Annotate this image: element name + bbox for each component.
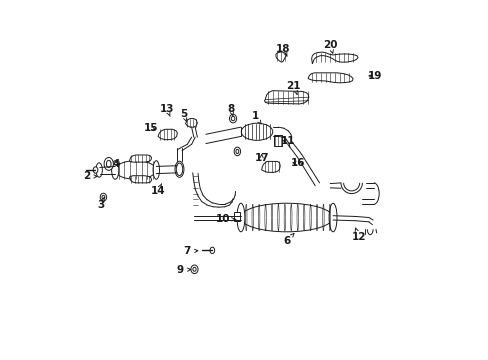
Polygon shape (307, 73, 352, 83)
Ellipse shape (210, 247, 214, 253)
Ellipse shape (235, 149, 238, 154)
Bar (233, 212, 240, 221)
Text: 14: 14 (150, 184, 165, 197)
Ellipse shape (328, 203, 336, 232)
Ellipse shape (93, 167, 98, 173)
Text: 3: 3 (97, 197, 104, 210)
Bar (273, 135, 281, 146)
Text: 4: 4 (113, 159, 120, 169)
Ellipse shape (153, 161, 159, 179)
Text: 2: 2 (83, 171, 97, 181)
Ellipse shape (229, 114, 236, 123)
Ellipse shape (192, 267, 196, 271)
Ellipse shape (106, 160, 111, 167)
Polygon shape (129, 155, 151, 162)
Text: 10: 10 (215, 214, 235, 224)
Ellipse shape (231, 116, 234, 121)
Ellipse shape (96, 163, 102, 177)
Ellipse shape (241, 123, 272, 140)
Ellipse shape (190, 265, 198, 274)
Ellipse shape (240, 203, 332, 232)
Ellipse shape (102, 195, 104, 199)
Ellipse shape (100, 193, 106, 201)
Text: 7: 7 (183, 247, 198, 256)
Ellipse shape (111, 161, 119, 179)
Text: 20: 20 (322, 40, 337, 53)
Ellipse shape (104, 157, 113, 170)
Text: 5: 5 (180, 109, 187, 122)
Text: 15: 15 (143, 123, 158, 133)
Text: 17: 17 (254, 153, 268, 163)
Text: 16: 16 (290, 158, 305, 168)
Ellipse shape (237, 203, 244, 232)
Polygon shape (185, 118, 197, 127)
Text: 6: 6 (283, 234, 293, 246)
Polygon shape (129, 176, 151, 183)
Text: 19: 19 (367, 71, 381, 81)
Ellipse shape (234, 147, 240, 156)
Text: 13: 13 (159, 104, 174, 116)
Polygon shape (264, 91, 308, 104)
Polygon shape (261, 161, 280, 172)
Text: 1: 1 (251, 111, 261, 124)
Text: 11: 11 (280, 136, 295, 146)
Text: 21: 21 (286, 81, 301, 94)
Ellipse shape (175, 161, 183, 177)
Text: 18: 18 (275, 44, 290, 57)
Polygon shape (158, 129, 177, 140)
Ellipse shape (115, 161, 156, 179)
Text: 12: 12 (351, 228, 366, 242)
Polygon shape (311, 52, 357, 64)
Ellipse shape (176, 163, 183, 176)
Polygon shape (275, 52, 286, 62)
Text: 9: 9 (176, 265, 190, 275)
Text: 8: 8 (227, 104, 234, 116)
